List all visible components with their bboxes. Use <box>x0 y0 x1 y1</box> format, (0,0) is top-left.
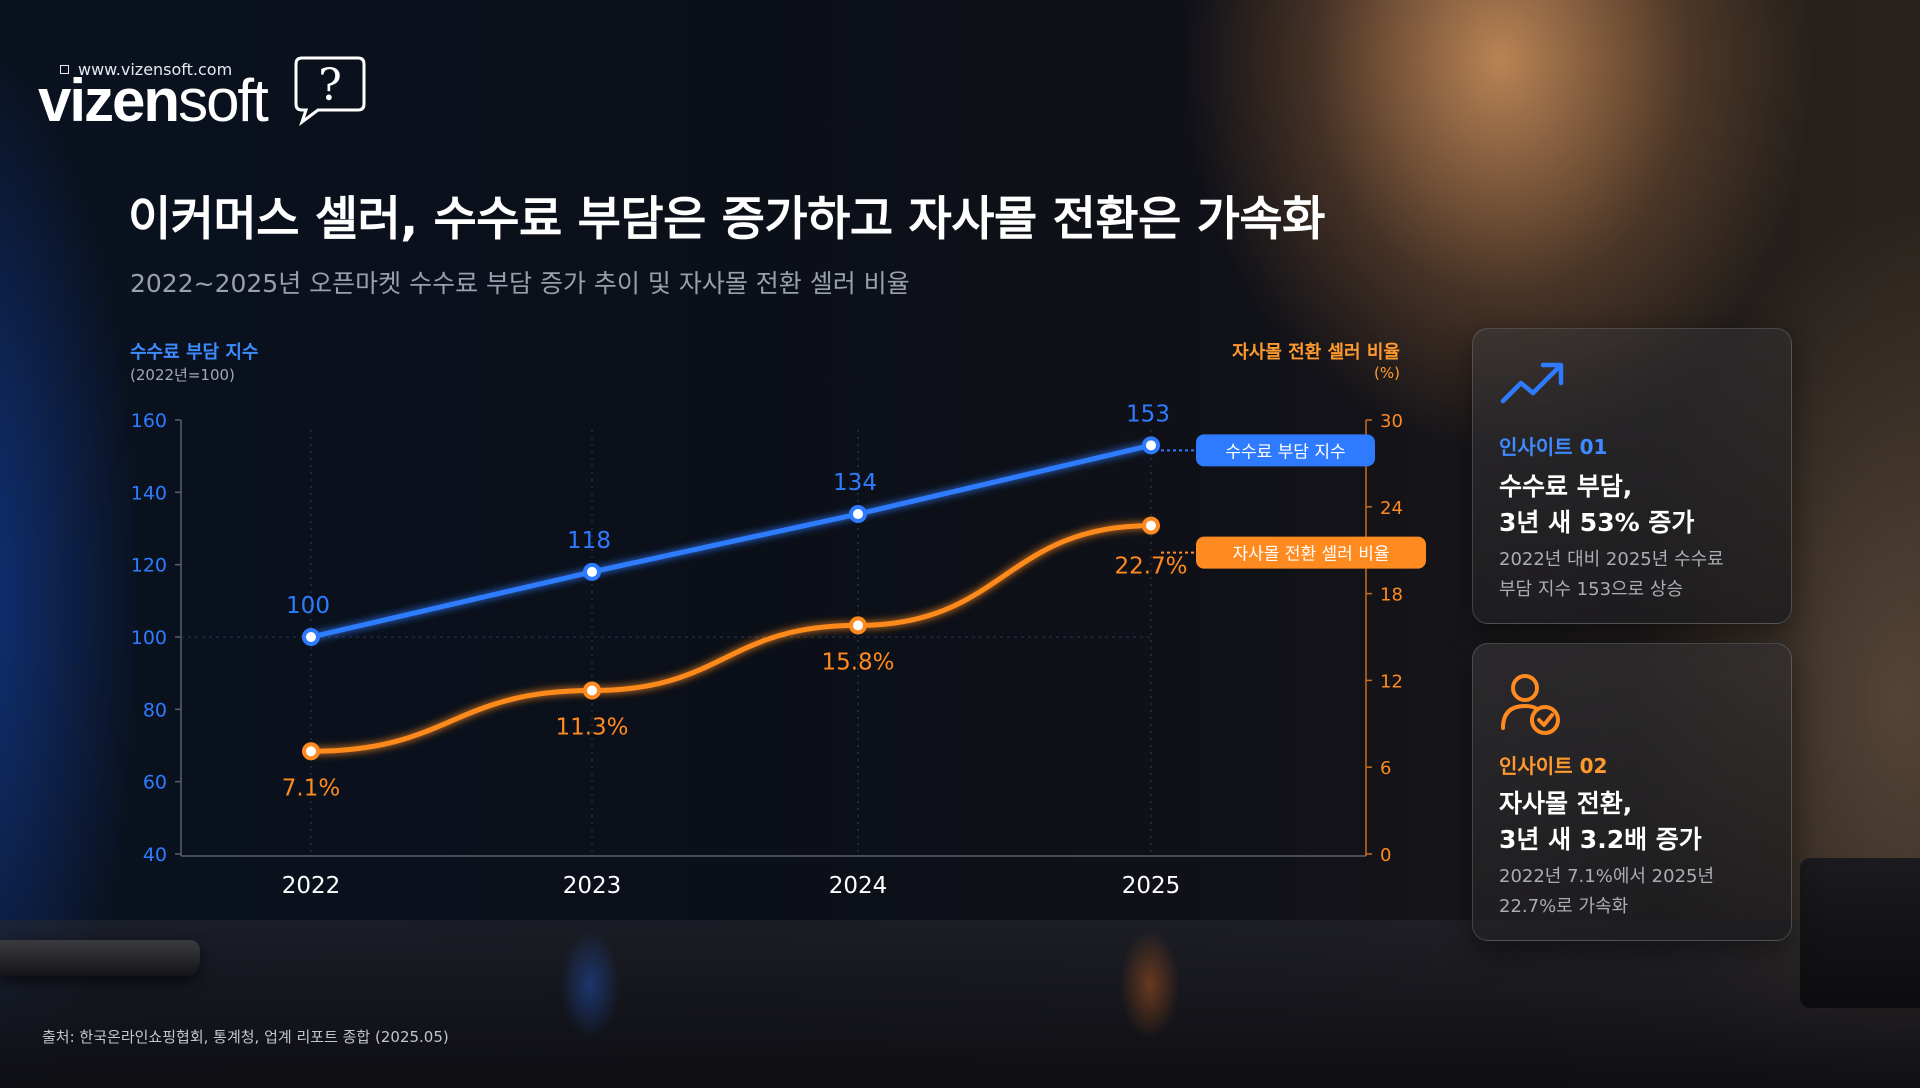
page-title: 이커머스 셀러, 수수료 부담은 증가하고 자사몰 전환은 가속화 <box>128 192 1325 247</box>
own-mall-ratio-data-label: 11.3% <box>555 715 628 741</box>
insight-2-tag: 인사이트 02 <box>1499 754 1608 778</box>
series-fee-index-line <box>310 442 1152 640</box>
insight-2-desc-line2: 22.7%로 가속화 <box>1499 896 1629 917</box>
series-own-mall-ratio-point <box>302 742 320 761</box>
series-fee-index-point <box>302 628 320 646</box>
legend-fee-index-text: 수수료 부담 지수 <box>1225 442 1345 462</box>
insight-2-desc-line1: 2022년 7.1%에서 2025년 <box>1499 866 1715 887</box>
insight-1-heading-line2: 3년 새 53% 증가 <box>1499 508 1695 537</box>
insight-card-1[interactable]: 인사이트 01 수수료 부담, 3년 새 53% 증가 2022년 대비 202… <box>1472 328 1792 624</box>
insight-1-tag: 인사이트 01 <box>1499 435 1608 459</box>
left-axis-tick-label: 60 <box>143 772 167 794</box>
series-fee-index-point <box>1142 436 1160 455</box>
own-mall-ratio-data-label: 7.1% <box>282 775 340 801</box>
brand-word-bold: vizen <box>38 67 180 134</box>
left-axis-tick-label: 40 <box>143 844 167 866</box>
x-axis-tick-label: 2025 <box>1122 873 1181 899</box>
right-axis-subtitle: (%) <box>1374 364 1400 382</box>
left-axis-tick-label: 140 <box>131 482 167 504</box>
page-subtitle: 2022~2025년 오픈마켓 수수료 부담 증가 추이 및 자사몰 전환 셀러… <box>130 269 910 298</box>
insight-2-heading-line1: 자사몰 전환, <box>1499 789 1633 818</box>
series-fee-index-point <box>583 562 601 581</box>
floor-reflection-orange <box>1120 930 1180 1040</box>
right-axis-tick-label: 0 <box>1380 845 1391 866</box>
x-axis-tick-label: 2022 <box>282 873 341 899</box>
insight-1-desc-line1: 2022년 대비 2025년 수수료 <box>1499 549 1724 570</box>
right-axis-tick-label: 30 <box>1380 411 1403 432</box>
series-own-mall-ratio-point <box>583 681 601 700</box>
left-axis-subtitle: (2022년=100) <box>130 366 235 384</box>
series-own-mall-ratio-line <box>310 523 1152 754</box>
speech-bubble-question-icon: ? <box>294 56 366 126</box>
right-axis-title: 자사몰 전환 셀러 비율 <box>1232 342 1400 363</box>
x-axis-tick-label: 2024 <box>829 873 888 899</box>
series-fee-index-point <box>849 505 867 524</box>
insight-2-heading: 자사몰 전환, 3년 새 3.2배 증가 <box>1499 786 1702 858</box>
brand-mark: ? <box>318 60 342 111</box>
trend-up-icon <box>1500 362 1564 404</box>
brand-word-light: soft <box>178 67 269 134</box>
insight-1-desc-line2: 부담 지수 153으로 상승 <box>1499 579 1684 600</box>
series-own-mall-ratio-point <box>849 616 867 635</box>
source-note: 출처: 한국온라인쇼핑협회, 통계청, 업계 리포트 종합 (2025.05) <box>42 1028 449 1046</box>
right-axis-tick-label: 6 <box>1380 758 1391 779</box>
brand-wordmark: vizensoft <box>38 67 269 134</box>
user-check-icon <box>1501 674 1560 735</box>
insight-1-heading-line1: 수수료 부담, <box>1499 472 1633 501</box>
legend-own-mall-ratio-box <box>1196 536 1426 569</box>
background-phone <box>0 940 200 976</box>
insight-1-description: 2022년 대비 2025년 수수료 부담 지수 153으로 상승 <box>1499 545 1724 605</box>
left-axis-title: 수수료 부담 지수 <box>130 342 259 363</box>
fee-index-data-label: 153 <box>1126 401 1170 427</box>
right-axis-tick-label: 12 <box>1380 671 1403 692</box>
series-own-mall-ratio-point <box>1142 516 1160 535</box>
insight-1-heading: 수수료 부담, 3년 새 53% 증가 <box>1499 469 1694 541</box>
legend-own-mall-ratio-text: 자사몰 전환 셀러 비율 <box>1233 545 1390 565</box>
brand-logo[interactable]: www.vizensoft.com vizensoft ? <box>38 56 378 134</box>
x-axis-tick-label: 2023 <box>563 873 622 899</box>
insight-2-heading-line2: 3년 새 3.2배 증가 <box>1499 825 1702 854</box>
own-mall-ratio-data-label: 22.7% <box>1114 554 1187 580</box>
fee-index-data-label: 118 <box>567 528 611 554</box>
insight-2-description: 2022년 7.1%에서 2025년 22.7%로 가속화 <box>1499 862 1714 922</box>
left-axis-tick-label: 120 <box>131 555 167 577</box>
fee-index-data-label: 134 <box>833 470 877 496</box>
insight-card-2[interactable]: 인사이트 02 자사몰 전환, 3년 새 3.2배 증가 2022년 7.1%에… <box>1472 643 1792 941</box>
background-object <box>1800 858 1920 1008</box>
floor-reflection-blue <box>560 930 620 1040</box>
left-axis-tick-label: 100 <box>131 627 167 649</box>
background-floor <box>0 920 1920 1088</box>
right-axis-tick-label: 24 <box>1380 498 1403 519</box>
left-axis-tick-label: 160 <box>131 410 167 432</box>
dual-axis-line-chart: 40 60 80 100 120 140 160 0 6 12 18 24 30 2022 2023 2024… <box>130 401 1426 899</box>
legend-fee-index-box <box>1196 434 1375 467</box>
brand-url: www.vizensoft.com <box>59 60 233 79</box>
fee-index-data-label: 100 <box>286 593 330 619</box>
left-axis-tick-label: 80 <box>143 699 167 721</box>
right-axis-tick-label: 18 <box>1380 585 1403 606</box>
own-mall-ratio-data-label: 15.8% <box>821 649 894 675</box>
